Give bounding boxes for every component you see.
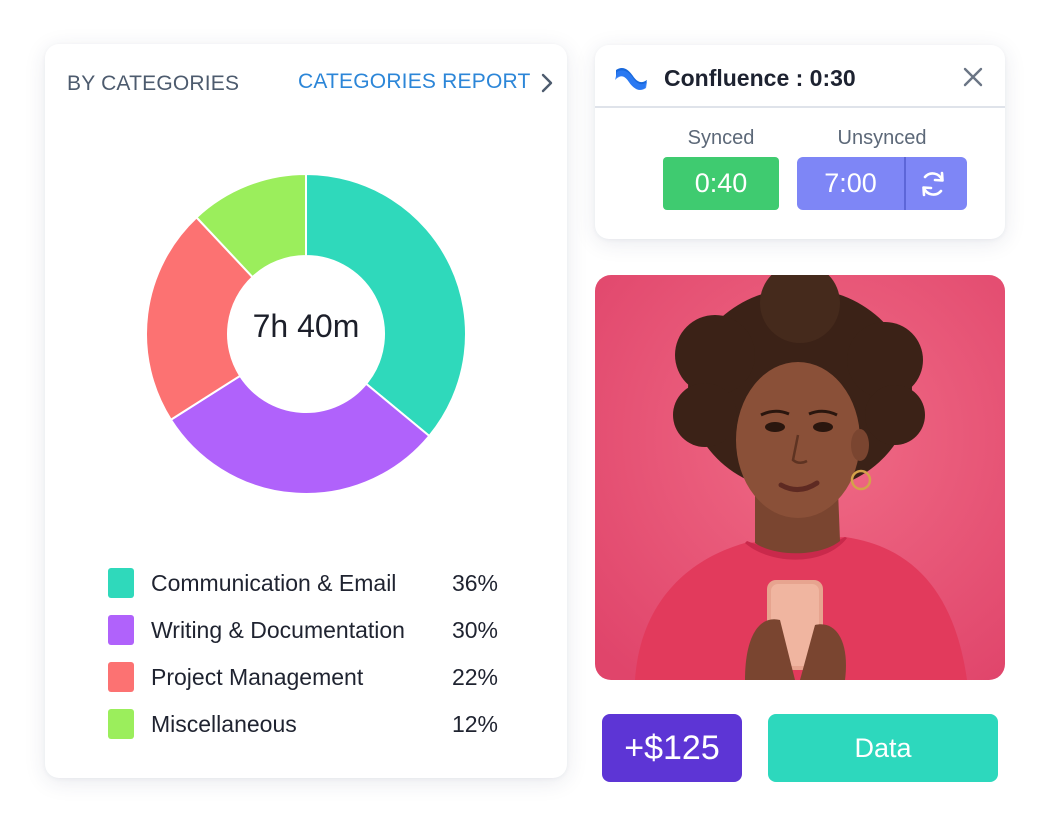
legend-swatch: [108, 662, 134, 692]
legend-item: Communication & Email 36%: [108, 564, 508, 611]
legend-percent: 36%: [451, 570, 498, 596]
woman-with-phone-photo: [595, 275, 1005, 680]
divider: [904, 157, 906, 210]
amount-badge: +$125: [602, 714, 742, 782]
legend-label: Writing & Documentation: [151, 617, 405, 643]
synced-time-badge: 0:40: [663, 157, 779, 210]
synced-label: Synced: [687, 127, 755, 149]
legend-swatch: [108, 568, 134, 598]
legend-percent: 22%: [451, 664, 498, 690]
legend-label: Project Management: [151, 664, 364, 690]
categories-title: BY CATEGORIES: [67, 72, 240, 95]
legend-label: Miscellaneous: [151, 711, 297, 737]
legend-item: Project Management 22%: [108, 658, 508, 705]
donut-slice-miscellaneous: [195, 172, 307, 279]
legend-swatch: [108, 615, 134, 645]
sync-icon[interactable]: [917, 168, 949, 200]
donut-total-label: 7h 40m: [252, 308, 360, 344]
categories-report-link[interactable]: CATEGORIES REPORT: [298, 70, 531, 93]
data-button[interactable]: Data: [768, 714, 998, 782]
unsynced-label: Unsynced: [837, 127, 927, 149]
categories-donut-chart: [145, 172, 467, 495]
legend-item: Miscellaneous 12%: [108, 705, 508, 752]
legend-item: Writing & Documentation 30%: [108, 611, 508, 658]
legend-label: Communication & Email: [151, 570, 397, 596]
confluence-logo-icon: [615, 67, 647, 91]
legend-percent: 12%: [451, 711, 498, 737]
categories-card: BY CATEGORIES CATEGORIES REPORT 7h 40m C…: [45, 44, 567, 778]
confluence-sync-card: Confluence : 0:30 Synced Unsynced 0:40 7…: [595, 45, 1005, 239]
unsynced-time-box: 7:00: [797, 157, 967, 210]
close-icon[interactable]: [961, 65, 985, 89]
categories-legend: Communication & Email 36% Writing & Docu…: [108, 564, 508, 752]
legend-percent: 30%: [451, 617, 498, 643]
donut-slice-project-management: [145, 215, 255, 422]
donut-slice-communication-email: [305, 172, 467, 438]
divider: [595, 106, 1005, 108]
legend-swatch: [108, 709, 134, 739]
unsynced-time-value: 7:00: [824, 168, 877, 198]
chevron-right-icon[interactable]: [537, 70, 557, 96]
confluence-title: Confluence : 0:30: [664, 65, 856, 91]
donut-slice-writing-documentation: [169, 374, 431, 495]
